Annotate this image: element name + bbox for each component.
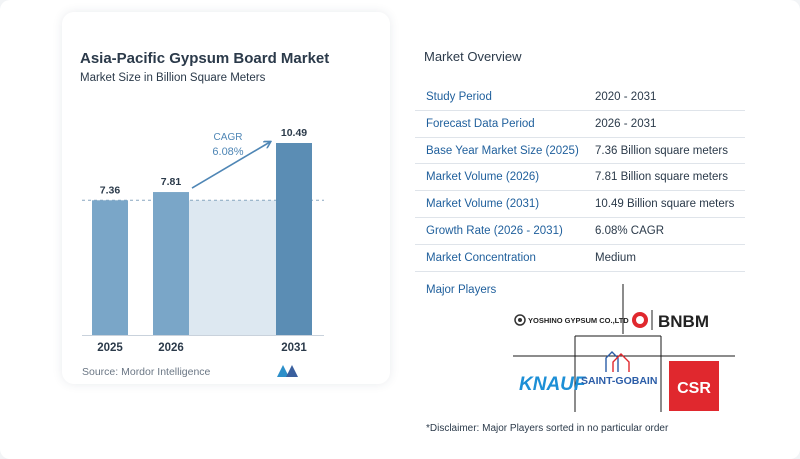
row-label: Market Concentration <box>426 251 536 264</box>
row-label: Study Period <box>426 91 492 103</box>
player-bnbm-name: BNBM <box>658 312 709 331</box>
csr-logo: CSR <box>669 361 719 411</box>
major-players-label: Major Players <box>426 284 497 296</box>
data-label-2031: 10.49 <box>281 127 307 139</box>
row-value: 7.36 Billion square meters <box>595 144 728 157</box>
x-tick-2025: 2025 <box>97 342 123 354</box>
bar-chart: 7.36 2025 7.81 2026 10.49 2031 CAGR 6.08% <box>82 127 324 354</box>
row-value: 7.81 Billion square meters <box>595 171 728 184</box>
yoshino-gypsum-logo: YOSHINO GYPSUM CO.,LTD <box>514 314 629 326</box>
row-value: 10.49 Billion square meters <box>595 198 735 211</box>
row-label: Market Volume (2031) <box>426 198 540 211</box>
x-tick-2026: 2026 <box>158 342 184 354</box>
data-label-2026: 7.81 <box>161 176 182 188</box>
cagr-value: 6.08% <box>212 146 243 158</box>
bar-2025 <box>92 200 128 335</box>
mordor-logo-icon <box>277 365 298 377</box>
overview-row-volume-2031: Market Volume (2031) 10.49 Billion squar… <box>415 191 745 218</box>
player-yoshino-name: YOSHINO GYPSUM CO.,LTD <box>528 316 629 325</box>
data-label-2025: 7.36 <box>100 184 121 196</box>
overview-row-forecast-period: Forecast Data Period 2026 - 2031 <box>415 111 745 138</box>
knauf-logo: KNAUF <box>519 374 587 395</box>
row-label: Market Volume (2026) <box>426 171 540 184</box>
overview-row-growth-rate: Growth Rate (2026 - 2031) 6.08% CAGR <box>415 218 745 245</box>
overview-row-study-period: Study Period 2020 - 2031 <box>415 84 745 111</box>
overview-row-volume-2026: Market Volume (2026) 7.81 Billion square… <box>415 164 745 192</box>
row-label: Growth Rate (2026 - 2031) <box>426 224 563 237</box>
cagr-arrow <box>191 142 270 189</box>
saint-gobain-logo: SAINT-GOBAIN <box>581 351 657 387</box>
growth-band <box>189 200 276 335</box>
bnbm-logo: BNBM <box>632 310 709 331</box>
row-value: 2020 - 2031 <box>595 91 657 103</box>
player-knauf-name: KNAUF <box>519 374 587 395</box>
bar-2031 <box>276 143 312 335</box>
row-label: Base Year Market Size (2025) <box>426 144 579 157</box>
bar-2026 <box>153 192 189 335</box>
player-saint-gobain-name: SAINT-GOBAIN <box>581 375 657 387</box>
disclaimer: *Disclaimer: Major Players sorted in no … <box>426 423 669 434</box>
x-tick-2031: 2031 <box>281 342 307 354</box>
row-value: Medium <box>595 251 636 264</box>
cagr-label: CAGR <box>214 132 243 143</box>
source-label: Source: Mordor Intelligence <box>82 366 211 378</box>
chart-title: Asia-Pacific Gypsum Board Market <box>80 50 330 67</box>
row-label: Forecast Data Period <box>426 117 535 130</box>
overview-table: Study Period 2020 - 2031 Forecast Data P… <box>415 84 745 272</box>
overview-row-concentration: Market Concentration Medium <box>415 245 745 272</box>
row-value: 6.08% CAGR <box>595 224 665 237</box>
overview-row-base-year: Base Year Market Size (2025) 7.36 Billio… <box>415 138 745 165</box>
overview-title: Market Overview <box>424 49 522 64</box>
player-csr-name: CSR <box>677 380 711 397</box>
row-value: 2026 - 2031 <box>595 117 657 130</box>
major-players-grid: YOSHINO GYPSUM CO.,LTD BNBM KNAUF SAINT-… <box>513 284 735 412</box>
chart-subtitle: Market Size in Billion Square Meters <box>80 72 266 84</box>
